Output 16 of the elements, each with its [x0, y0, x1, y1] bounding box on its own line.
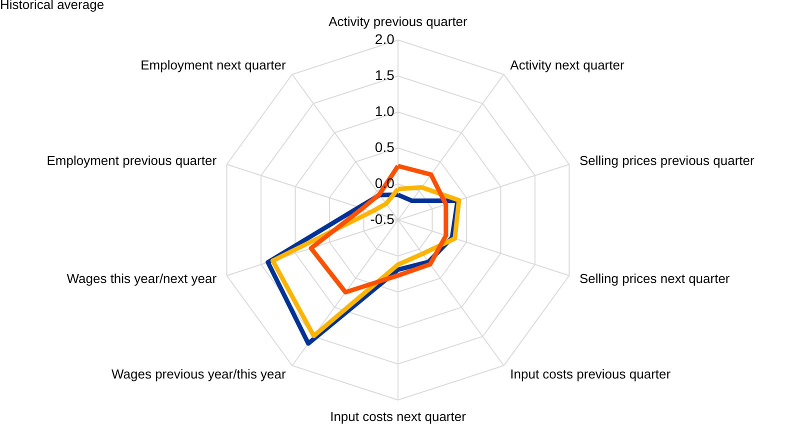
spoke-label: Activity next quarter — [510, 58, 625, 73]
spoke-label: Employment previous quarter — [46, 153, 218, 168]
y-tick-label: 1.0 — [374, 103, 395, 119]
spoke-label: Selling prices next quarter — [579, 270, 730, 286]
y-tick-label: 0.5 — [374, 139, 395, 155]
spoke-label: Selling prices previous quarter — [579, 153, 755, 168]
spoke-label: Input costs next quarter — [330, 408, 467, 424]
spoke-label: Wages previous year/this year — [111, 366, 287, 382]
spoke-label: Wages this year/next year — [66, 270, 218, 286]
y-tick-label: 1.5 — [374, 67, 395, 83]
spoke-label: Employment next quarter — [140, 58, 287, 73]
y-tick-label: -0.5 — [370, 211, 395, 227]
spoke-label: Activity previous quarter — [328, 14, 468, 30]
chart-title: Historical average — [0, 0, 104, 12]
y-tick-label: 2.0 — [374, 31, 395, 47]
spoke-label: Input costs previous quarter — [510, 366, 672, 382]
